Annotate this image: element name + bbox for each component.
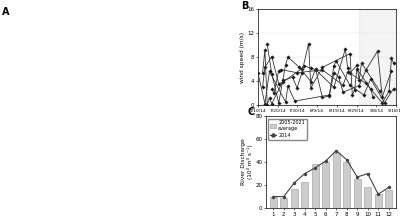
- Bar: [312, 164, 319, 208]
- Bar: [343, 162, 350, 208]
- Text: B: B: [242, 1, 249, 11]
- Bar: [385, 190, 392, 208]
- Bar: [301, 182, 308, 208]
- Bar: [332, 153, 340, 208]
- Text: C: C: [248, 107, 255, 117]
- Bar: [322, 162, 330, 208]
- Bar: [360, 9, 396, 105]
- Bar: [374, 194, 382, 208]
- Bar: [280, 198, 288, 208]
- Bar: [291, 189, 298, 208]
- Legend: 2005-2021
average, 2014: 2005-2021 average, 2014: [268, 118, 307, 140]
- Bar: [364, 187, 371, 208]
- Y-axis label: wind speed (m/s): wind speed (m/s): [240, 31, 245, 83]
- Bar: [270, 197, 277, 208]
- Bar: [354, 179, 361, 208]
- Y-axis label: River Discharge
(10³ m³ s⁻¹): River Discharge (10³ m³ s⁻¹): [241, 139, 253, 185]
- Text: A: A: [2, 7, 10, 17]
